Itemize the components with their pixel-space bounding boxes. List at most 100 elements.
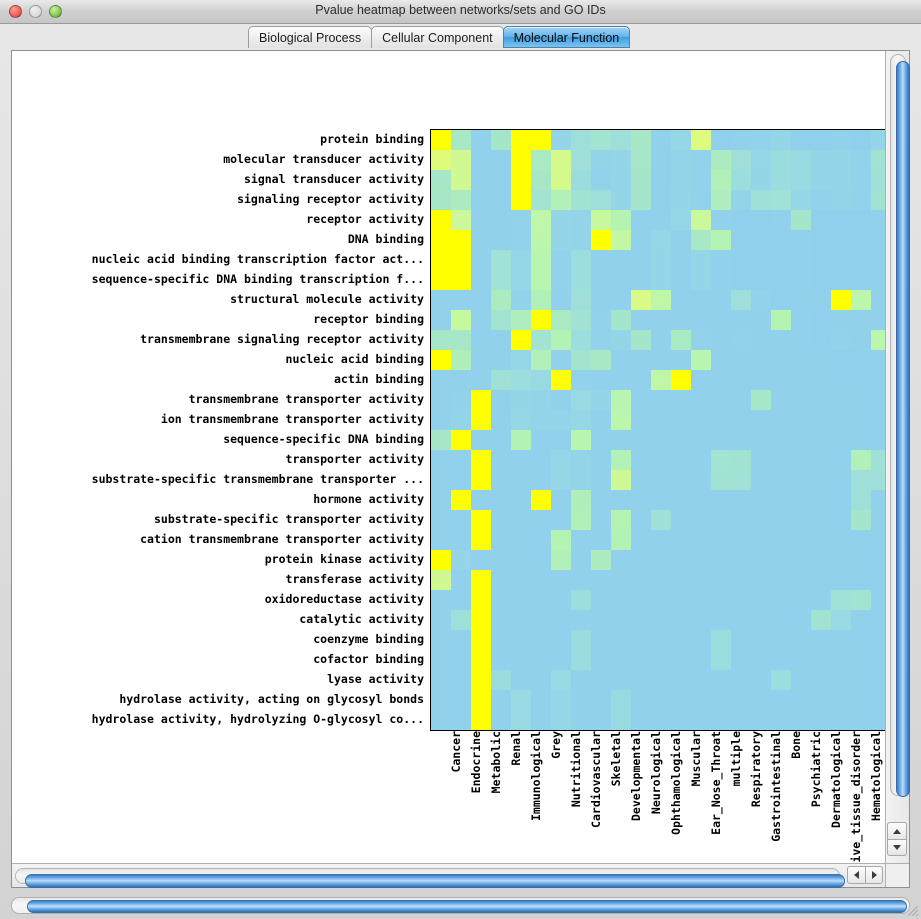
heatmap-cell[interactable] xyxy=(711,290,731,310)
heatmap-cell[interactable] xyxy=(791,450,811,470)
heatmap-cell[interactable] xyxy=(571,630,591,650)
heatmap-cell[interactable] xyxy=(451,670,471,690)
heatmap-cell[interactable] xyxy=(871,290,886,310)
heatmap-cell[interactable] xyxy=(551,510,571,530)
heatmap-cell[interactable] xyxy=(771,510,791,530)
heatmap-cell[interactable] xyxy=(691,710,711,730)
heatmap-cell[interactable] xyxy=(671,350,691,370)
heatmap-cell[interactable] xyxy=(751,250,771,270)
heatmap-cell[interactable] xyxy=(771,250,791,270)
heatmap-cell[interactable] xyxy=(451,270,471,290)
heatmap-cell[interactable] xyxy=(531,490,551,510)
heatmap-cell[interactable] xyxy=(751,230,771,250)
heatmap-cell[interactable] xyxy=(431,150,451,170)
heatmap-cell[interactable] xyxy=(611,590,631,610)
heatmap-cell[interactable] xyxy=(851,570,871,590)
heatmap-cell[interactable] xyxy=(591,530,611,550)
heatmap-cell[interactable] xyxy=(571,470,591,490)
heatmap-cell[interactable] xyxy=(491,430,511,450)
heatmap-cell[interactable] xyxy=(751,550,771,570)
heatmap-cell[interactable] xyxy=(671,210,691,230)
heatmap-cell[interactable] xyxy=(451,510,471,530)
heatmap-cell[interactable] xyxy=(471,610,491,630)
heatmap-cell[interactable] xyxy=(591,630,611,650)
heatmap-cell[interactable] xyxy=(731,390,751,410)
heatmap-cell[interactable] xyxy=(651,710,671,730)
heatmap-cell[interactable] xyxy=(591,470,611,490)
heatmap-cell[interactable] xyxy=(751,470,771,490)
heatmap-cell[interactable] xyxy=(771,130,791,150)
heatmap-cell[interactable] xyxy=(591,190,611,210)
heatmap-cell[interactable] xyxy=(691,490,711,510)
heatmap-cell[interactable] xyxy=(531,470,551,490)
heatmap-cell[interactable] xyxy=(731,470,751,490)
heatmap-cell[interactable] xyxy=(571,390,591,410)
heatmap-cell[interactable] xyxy=(551,690,571,710)
heatmap-cell[interactable] xyxy=(471,470,491,490)
heatmap-cell[interactable] xyxy=(851,690,871,710)
heatmap-cell[interactable] xyxy=(591,390,611,410)
heatmap-cell[interactable] xyxy=(871,510,886,530)
heatmap-cell[interactable] xyxy=(471,390,491,410)
heatmap-cell[interactable] xyxy=(871,170,886,190)
heatmap-cell[interactable] xyxy=(611,690,631,710)
heatmap-cell[interactable] xyxy=(531,450,551,470)
heatmap-cell[interactable] xyxy=(751,630,771,650)
heatmap-cell[interactable] xyxy=(571,650,591,670)
heatmap-cell[interactable] xyxy=(671,530,691,550)
heatmap-cell[interactable] xyxy=(751,330,771,350)
heatmap-cell[interactable] xyxy=(571,410,591,430)
heatmap-cell[interactable] xyxy=(671,550,691,570)
heatmap-cell[interactable] xyxy=(771,690,791,710)
heatmap-cell[interactable] xyxy=(791,130,811,150)
heatmap-cell[interactable] xyxy=(451,170,471,190)
heatmap-cell[interactable] xyxy=(551,190,571,210)
heatmap-cell[interactable] xyxy=(531,670,551,690)
heatmap-cell[interactable] xyxy=(871,650,886,670)
heatmap-cell[interactable] xyxy=(831,610,851,630)
heatmap-cell[interactable] xyxy=(871,370,886,390)
heatmap-cell[interactable] xyxy=(711,470,731,490)
heatmap-cell[interactable] xyxy=(851,230,871,250)
heatmap-cell[interactable] xyxy=(591,590,611,610)
heatmap-cell[interactable] xyxy=(791,470,811,490)
heatmap-cell[interactable] xyxy=(551,330,571,350)
heatmap-cell[interactable] xyxy=(751,190,771,210)
heatmap-cell[interactable] xyxy=(871,230,886,250)
heatmap-cell[interactable] xyxy=(431,310,451,330)
heatmap-cell[interactable] xyxy=(811,150,831,170)
heatmap-cell[interactable] xyxy=(651,190,671,210)
heatmap-cell[interactable] xyxy=(471,650,491,670)
heatmap-cell[interactable] xyxy=(851,150,871,170)
heatmap-cell[interactable] xyxy=(611,490,631,510)
heatmap-cell[interactable] xyxy=(871,130,886,150)
heatmap-cell[interactable] xyxy=(651,410,671,430)
heatmap-cell[interactable] xyxy=(671,390,691,410)
heatmap-cell[interactable] xyxy=(571,270,591,290)
heatmap-cell[interactable] xyxy=(491,290,511,310)
heatmap-cell[interactable] xyxy=(851,450,871,470)
heatmap-cell[interactable] xyxy=(431,590,451,610)
heatmap-cell[interactable] xyxy=(591,450,611,470)
heatmap-cell[interactable] xyxy=(571,330,591,350)
heatmap-cell[interactable] xyxy=(431,630,451,650)
tab-molecular-function[interactable]: Molecular Function xyxy=(502,26,631,48)
heatmap-cell[interactable] xyxy=(591,370,611,390)
heatmap-cell[interactable] xyxy=(751,590,771,610)
heatmap-cell[interactable] xyxy=(571,350,591,370)
heatmap-cell[interactable] xyxy=(571,490,591,510)
heatmap-cell[interactable] xyxy=(751,210,771,230)
scroll-down-button[interactable] xyxy=(887,839,907,856)
heatmap-cell[interactable] xyxy=(451,290,471,310)
heatmap-cell[interactable] xyxy=(451,650,471,670)
heatmap-cell[interactable] xyxy=(591,310,611,330)
heatmap-cell[interactable] xyxy=(511,690,531,710)
heatmap-cell[interactable] xyxy=(771,470,791,490)
heatmap-cell[interactable] xyxy=(751,510,771,530)
heatmap-cell[interactable] xyxy=(791,510,811,530)
heatmap-cell[interactable] xyxy=(571,370,591,390)
heatmap-cell[interactable] xyxy=(711,410,731,430)
heatmap-cell[interactable] xyxy=(451,450,471,470)
heatmap-cell[interactable] xyxy=(691,630,711,650)
heatmap-cell[interactable] xyxy=(551,590,571,610)
